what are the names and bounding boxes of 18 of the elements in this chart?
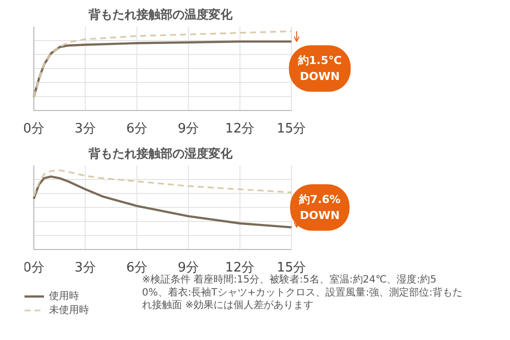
x-tick-label: 9分 xyxy=(178,260,200,276)
chart-title: 背もたれ接触部の湿度変化 xyxy=(88,146,234,160)
x-tick-label: 9分 xyxy=(178,122,200,136)
legend-label: 使用時 xyxy=(49,290,79,303)
x-tick-label: 15分 xyxy=(276,122,306,136)
x-tick-label: 12分 xyxy=(225,260,255,276)
text: 約1.5℃ DOWN xyxy=(296,54,342,83)
x-tick-label: 15分 xyxy=(276,260,306,276)
chart-title: 背もたれ接触部の温度変化 xyxy=(88,8,234,22)
x-tick-label: 12分 xyxy=(225,122,255,136)
x-tick-label: 3分 xyxy=(74,260,96,276)
legend-label: 未使用時 xyxy=(49,304,89,317)
x-tick-label: 6分 xyxy=(126,260,148,276)
x-tick-label: 0分 xyxy=(23,122,44,136)
text: ※検証条件 着座時間:15分、被験者:5名、室温:約24℃、湿度:約50%、着衣:長袖Tシャツ+カットクロス、設置風量:強、測定部位:背もたれ接触面 ※効果には個人差があります xyxy=(142,274,462,311)
text: 約7.6% DOWN xyxy=(298,193,341,222)
x-tick-label: 6分 xyxy=(126,122,148,136)
x-tick-label: 3分 xyxy=(74,122,96,136)
